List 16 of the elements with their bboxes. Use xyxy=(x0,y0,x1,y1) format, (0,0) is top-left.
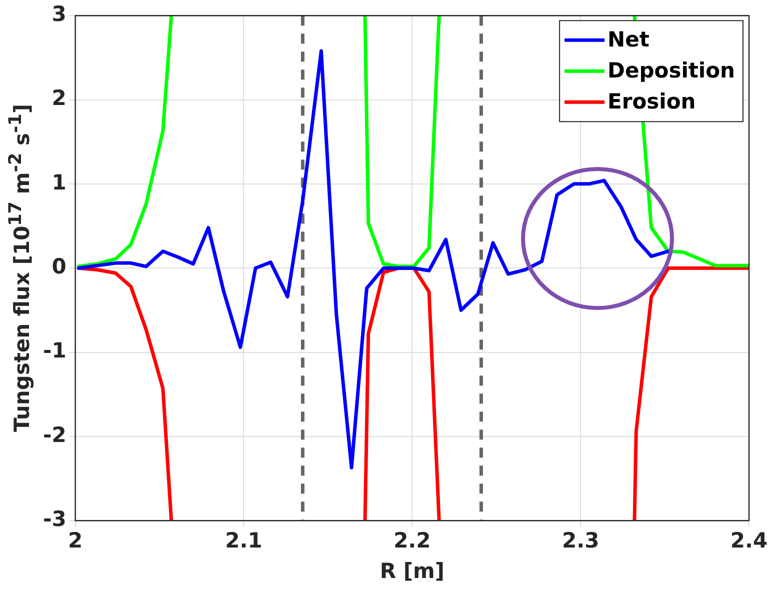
x-tick-label: 2.1 xyxy=(225,528,262,553)
legend-label: Deposition xyxy=(608,58,736,83)
y-tick-label: -3 xyxy=(43,507,66,532)
x-tick-label: 2.2 xyxy=(394,528,431,553)
y-tick-label: -1 xyxy=(43,338,66,363)
legend-label: Erosion xyxy=(608,90,696,114)
y-tick-label: -2 xyxy=(43,422,66,447)
y-tick-label: 3 xyxy=(52,2,66,26)
x-tick-label: 2 xyxy=(68,528,83,553)
y-tick-label: 1 xyxy=(52,170,66,194)
legend-label: Net xyxy=(608,28,650,52)
y-tick-label: 2 xyxy=(52,86,66,110)
x-axis-title: R [m] xyxy=(380,558,444,583)
x-tick-label: 2.3 xyxy=(562,528,600,553)
y-tick-label: 0 xyxy=(52,254,66,279)
x-tick-label: 2.4 xyxy=(730,528,768,553)
